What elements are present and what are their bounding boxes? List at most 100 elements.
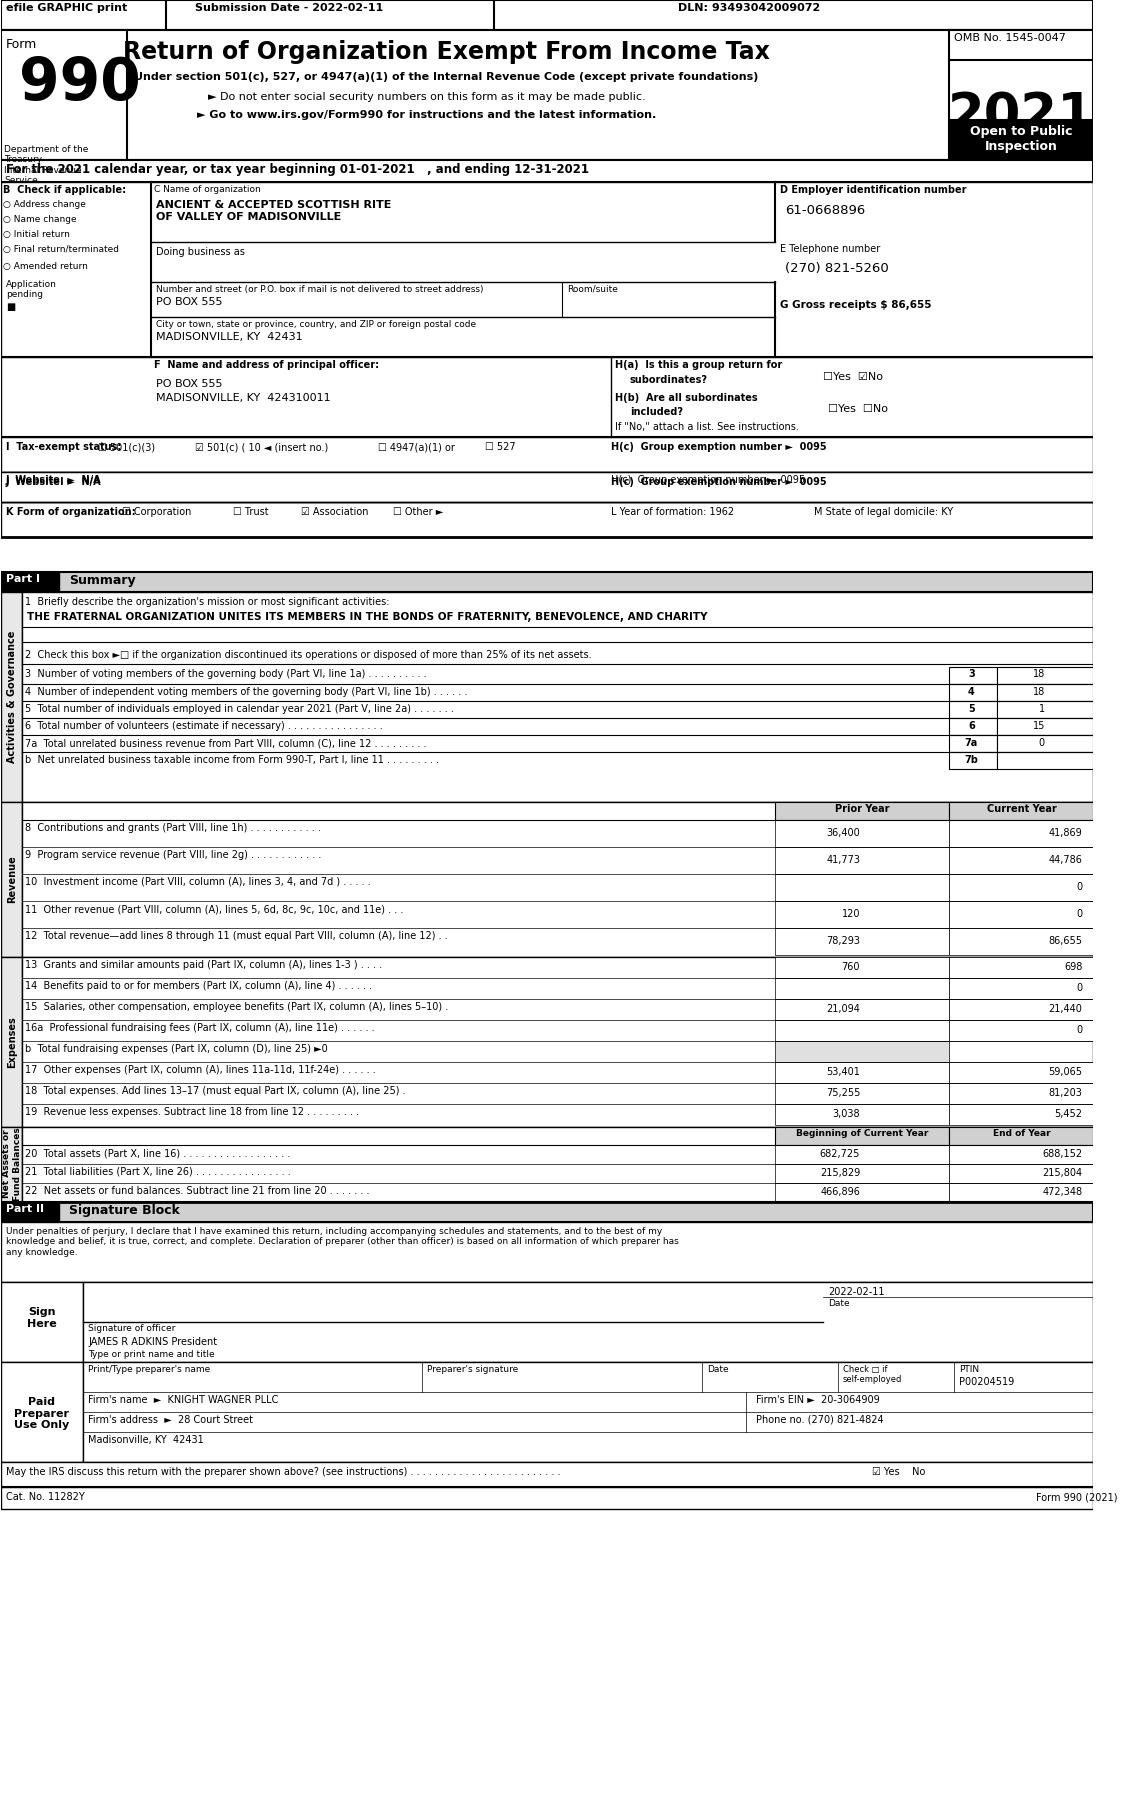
Text: OMB No. 1545-0047: OMB No. 1545-0047	[954, 33, 1066, 44]
Text: 0: 0	[1076, 1025, 1083, 1036]
Text: 682,725: 682,725	[820, 1148, 860, 1159]
Bar	[1, 437, 1093, 472]
Text: Expenses: Expenses	[7, 1016, 17, 1068]
Text: ☐ 501(c)(3): ☐ 501(c)(3)	[98, 443, 155, 452]
Bar	[1, 1223, 1093, 1282]
Bar	[949, 700, 997, 718]
Text: 17  Other expenses (Part IX, column (A), lines 11a-11d, 11f-24e) . . . . . .: 17 Other expenses (Part IX, column (A), …	[25, 1065, 376, 1076]
Text: H(c)  Group exemption number ►  0095: H(c) Group exemption number ► 0095	[611, 475, 805, 484]
Text: Current Year: Current Year	[987, 804, 1057, 814]
Text: End of Year: End of Year	[992, 1128, 1050, 1137]
Bar	[23, 591, 1093, 802]
Text: ☐Yes  ☐No: ☐Yes ☐No	[829, 405, 889, 414]
Text: 53,401: 53,401	[826, 1067, 860, 1078]
Text: THE FRATERNAL ORGANIZATION UNITES ITS MEMBERS IN THE BONDS OF FRATERNITY, BENEVO: THE FRATERNAL ORGANIZATION UNITES ITS ME…	[27, 611, 708, 622]
Text: MADISONVILLE, KY  42431: MADISONVILLE, KY 42431	[156, 332, 303, 343]
Bar	[949, 1126, 1093, 1145]
Text: Cat. No. 11282Y: Cat. No. 11282Y	[6, 1491, 85, 1502]
Text: P00204519: P00204519	[959, 1377, 1014, 1388]
Text: Date: Date	[707, 1364, 729, 1373]
Bar	[1, 571, 59, 591]
Bar	[1, 181, 1093, 357]
Bar	[949, 668, 997, 684]
Text: JAMES R ADKINS President: JAMES R ADKINS President	[88, 1337, 218, 1348]
Text: 215,829: 215,829	[820, 1168, 860, 1177]
Text: 7b: 7b	[964, 755, 979, 766]
Text: 3  Number of voting members of the governing body (Part VI, line 1a) . . . . . .: 3 Number of voting members of the govern…	[25, 669, 427, 678]
Text: 472,348: 472,348	[1042, 1186, 1083, 1197]
Text: 41,869: 41,869	[1049, 827, 1083, 838]
Text: Check □ if
self-employed: Check □ if self-employed	[842, 1364, 902, 1384]
Text: Application
pending: Application pending	[6, 279, 56, 299]
Text: D Employer identification number: D Employer identification number	[780, 185, 966, 194]
Text: 4: 4	[968, 688, 974, 697]
Text: MADISONVILLE, KY  424310011: MADISONVILLE, KY 424310011	[156, 394, 331, 403]
Text: 61-0668896: 61-0668896	[785, 203, 865, 218]
Text: 41,773: 41,773	[826, 854, 860, 865]
Text: ► Do not enter social security numbers on this form as it may be made public.: ► Do not enter social security numbers o…	[208, 93, 646, 102]
Bar	[774, 1083, 949, 1105]
Text: 6: 6	[968, 720, 974, 731]
Bar	[23, 1126, 1093, 1203]
Bar	[949, 874, 1093, 902]
Text: 15  Salaries, other compensation, employee benefits (Part IX, column (A), lines : 15 Salaries, other compensation, employe…	[25, 1001, 448, 1012]
Text: Net Assets or
Fund Balances: Net Assets or Fund Balances	[2, 1126, 21, 1201]
Bar	[949, 802, 1093, 820]
Text: 12  Total revenue—add lines 8 through 11 (must equal Part VIII, column (A), line: 12 Total revenue—add lines 8 through 11 …	[25, 931, 448, 941]
Text: 9  Program service revenue (Part VIII, line 2g) . . . . . . . . . . . .: 9 Program service revenue (Part VIII, li…	[25, 851, 322, 860]
Bar	[997, 735, 1093, 753]
Text: H(c)  Group exemption number ►  0095: H(c) Group exemption number ► 0095	[611, 443, 826, 452]
Bar	[1, 0, 1093, 31]
Bar	[774, 1183, 949, 1203]
Text: 10  Investment income (Part VIII, column (A), lines 3, 4, and 7d ) . . . . .: 10 Investment income (Part VIII, column …	[25, 876, 371, 887]
Text: L Year of formation: 1962: L Year of formation: 1962	[611, 506, 734, 517]
Text: 215,804: 215,804	[1042, 1168, 1083, 1177]
Bar	[1, 160, 1093, 181]
Text: 8  Contributions and grants (Part VIII, line 1h) . . . . . . . . . . . .: 8 Contributions and grants (Part VIII, l…	[25, 824, 322, 833]
Text: Revenue: Revenue	[7, 854, 17, 903]
Text: 120: 120	[841, 909, 860, 920]
Bar	[1, 571, 1093, 591]
Text: 5  Total number of individuals employed in calendar year 2021 (Part V, line 2a) : 5 Total number of individuals employed i…	[25, 704, 454, 715]
Text: 2022-02-11: 2022-02-11	[829, 1286, 885, 1297]
Text: 5,452: 5,452	[1054, 1108, 1083, 1119]
Text: 5: 5	[968, 704, 974, 715]
Bar	[949, 753, 997, 769]
Text: 86,655: 86,655	[1049, 936, 1083, 945]
Text: Date: Date	[829, 1299, 850, 1308]
Text: Open to Public
Inspection: Open to Public Inspection	[971, 125, 1073, 152]
Bar	[84, 1282, 1093, 1362]
Text: Sign
Here: Sign Here	[27, 1308, 56, 1328]
Text: 2  Check this box ►□ if the organization discontinued its operations or disposed: 2 Check this box ►□ if the organization …	[25, 649, 592, 660]
Text: 59,065: 59,065	[1049, 1067, 1083, 1078]
Text: 6  Total number of volunteers (estimate if necessary) . . . . . . . . . . . . . : 6 Total number of volunteers (estimate i…	[25, 720, 383, 731]
Text: Room/suite: Room/suite	[567, 285, 618, 294]
Text: 18: 18	[1033, 669, 1044, 678]
Bar	[774, 978, 949, 1000]
Bar	[949, 958, 1093, 978]
Text: 760: 760	[841, 961, 860, 972]
Text: PTIN: PTIN	[959, 1364, 979, 1373]
Text: 14  Benefits paid to or for members (Part IX, column (A), line 4) . . . . . .: 14 Benefits paid to or for members (Part…	[25, 981, 373, 990]
Text: 21  Total liabilities (Part X, line 26) . . . . . . . . . . . . . . . .: 21 Total liabilities (Part X, line 26) .…	[25, 1166, 291, 1177]
Text: Preparer's signature: Preparer's signature	[427, 1364, 518, 1373]
Text: Under section 501(c), 527, or 4947(a)(1) of the Internal Revenue Code (except pr: Under section 501(c), 527, or 4947(a)(1)…	[134, 73, 759, 82]
Text: Paid
Preparer
Use Only: Paid Preparer Use Only	[15, 1397, 69, 1429]
Text: 688,152: 688,152	[1042, 1148, 1083, 1159]
Text: 3: 3	[968, 669, 974, 678]
Text: 0: 0	[1076, 882, 1083, 892]
Text: Signature Block: Signature Block	[69, 1204, 180, 1217]
Bar	[1, 1487, 1093, 1509]
Bar	[1, 802, 23, 958]
Bar	[774, 874, 949, 902]
Text: Part I: Part I	[6, 573, 40, 584]
Text: H(c)  Group exemption number ►  0095: H(c) Group exemption number ► 0095	[611, 477, 826, 486]
Text: Type or print name and title: Type or print name and title	[88, 1350, 215, 1359]
Bar	[1, 1203, 59, 1223]
Bar	[1, 472, 1093, 502]
Text: 15: 15	[1033, 720, 1044, 731]
Text: 0: 0	[1076, 909, 1083, 920]
Text: 19  Revenue less expenses. Subtract line 18 from line 12 . . . . . . . . .: 19 Revenue less expenses. Subtract line …	[25, 1107, 359, 1117]
Bar	[949, 1000, 1093, 1019]
Bar	[949, 1019, 1093, 1041]
